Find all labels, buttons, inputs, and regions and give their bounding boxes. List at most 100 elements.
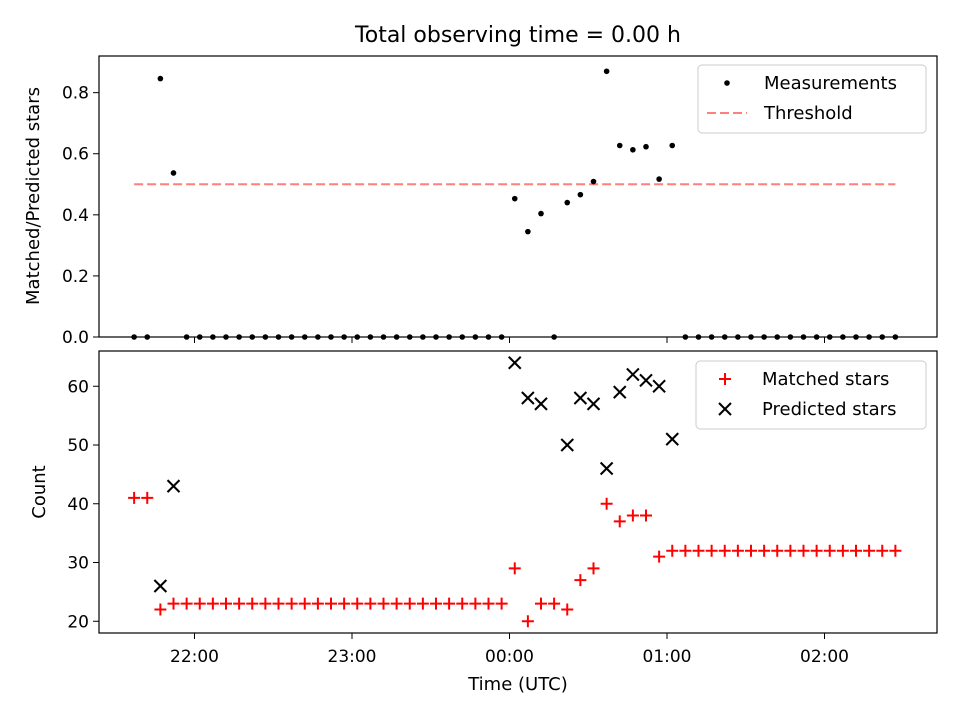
matched-point <box>797 544 810 557</box>
matched-point <box>587 562 600 575</box>
measurement-point <box>577 191 584 198</box>
matched-point <box>810 544 823 557</box>
bottom-xtick-label: 01:00 <box>643 647 692 667</box>
bottom-ytick-label: 20 <box>67 612 89 632</box>
top-ytick-label: 0.8 <box>62 84 89 104</box>
top-legend-marker <box>724 80 730 86</box>
matched-point <box>731 544 744 557</box>
predicted-point <box>521 391 535 405</box>
x-axis-label: Time (UTC) <box>467 674 568 695</box>
top-legend-label: Threshold <box>763 103 853 124</box>
matched-point <box>574 574 587 587</box>
measurement-point <box>603 68 610 75</box>
bottom-panel: 20 30 40 50 60 22:00 23:00 00:00 01:00 02:00 Cou… <box>29 350 938 695</box>
measurement-point <box>511 195 518 202</box>
measurement-point <box>669 142 676 149</box>
top-legend: Measurements Threshold <box>697 64 927 134</box>
matched-point <box>443 597 456 610</box>
matched-point <box>206 597 219 610</box>
measurement-point <box>630 146 636 153</box>
bottom-ytick-label: 30 <box>67 554 89 574</box>
predicted-point <box>665 432 679 446</box>
matched-point <box>311 597 324 610</box>
predicted-point <box>613 385 627 399</box>
bottom-ytick-label: 40 <box>67 495 89 515</box>
matched-point <box>469 597 482 610</box>
measurement-point <box>656 176 662 182</box>
matched-point <box>338 597 351 610</box>
top-legend-label: Measurements <box>764 73 897 94</box>
matched-point <box>508 562 521 575</box>
matched-point <box>640 509 652 522</box>
matched-point <box>771 544 784 557</box>
top-ytick-label: 0.0 <box>62 328 89 348</box>
matched-point <box>377 597 390 610</box>
bottom-legend-box <box>695 360 927 430</box>
matched-point <box>456 597 469 610</box>
bottom-legend-label: Predicted stars <box>762 399 896 420</box>
measurement-point <box>170 170 177 176</box>
top-legend-box <box>697 64 927 134</box>
matched-point <box>521 615 534 628</box>
matched-point <box>220 597 232 610</box>
bottom-legend-label: Matched stars <box>762 369 889 390</box>
measurement-point <box>157 75 164 82</box>
predicted-point <box>166 479 181 493</box>
bottom-legend: Matched stars Predicted stars <box>695 360 927 430</box>
matched-point <box>666 544 679 557</box>
measurement-point <box>564 199 571 206</box>
matched-point <box>154 603 167 616</box>
matched-point <box>416 597 429 610</box>
predicted-point <box>626 367 640 382</box>
measurement-point <box>525 228 531 235</box>
top-ytick-label: 0.6 <box>62 145 89 165</box>
matched-point <box>561 603 574 616</box>
bottom-xtick-label: 00:00 <box>485 647 534 667</box>
matched-point <box>272 597 285 610</box>
predicted-point <box>599 461 614 476</box>
matched-point <box>351 597 364 610</box>
matched-point <box>679 544 692 557</box>
matched-point <box>784 544 797 557</box>
matched-point <box>535 597 547 610</box>
matched-point <box>430 597 442 610</box>
measurement-point <box>616 142 623 149</box>
matched-point <box>390 597 403 610</box>
matched-point <box>850 544 862 557</box>
matched-point <box>128 491 141 504</box>
matched-point <box>259 597 272 610</box>
predicted-point <box>586 397 601 411</box>
predicted-point <box>153 579 168 593</box>
measurement-point <box>590 178 597 185</box>
matched-point <box>180 597 193 610</box>
top-x-ticks <box>194 337 825 343</box>
chart-title: Total observing time = 0.00 h <box>354 23 681 48</box>
predicted-point <box>573 391 588 405</box>
matched-point <box>193 597 206 610</box>
bottom-xtick-label: 22:00 <box>170 647 219 667</box>
bottom-ytick-label: 50 <box>67 436 89 456</box>
matched-point <box>823 544 836 557</box>
top-panel: 0.00.20.40.60.8 Matched/Predicted stars … <box>23 55 938 348</box>
matched-point <box>745 544 757 557</box>
measurement-point <box>538 210 544 217</box>
matched-point <box>889 544 902 557</box>
bottom-axes-frame <box>98 350 938 634</box>
bottom-ytick-label: 60 <box>67 377 89 397</box>
matched-point <box>298 597 311 610</box>
matched-point <box>692 544 705 557</box>
matched-point <box>863 544 876 557</box>
predicted-point <box>639 373 653 388</box>
predicted-point <box>652 379 666 393</box>
top-y-axis-label: Matched/Predicted stars <box>23 87 44 305</box>
matched-point <box>600 497 613 510</box>
matched-point <box>876 544 889 557</box>
matched-point <box>285 597 298 610</box>
matched-point <box>548 597 561 610</box>
bottom-x-ticks: 22:00 23:00 00:00 01:00 02:00 <box>170 633 849 667</box>
predicted-point <box>508 356 522 370</box>
matched-point <box>233 597 246 610</box>
bottom-y-axis-label: Count <box>29 465 50 518</box>
top-axes-frame <box>98 55 938 338</box>
